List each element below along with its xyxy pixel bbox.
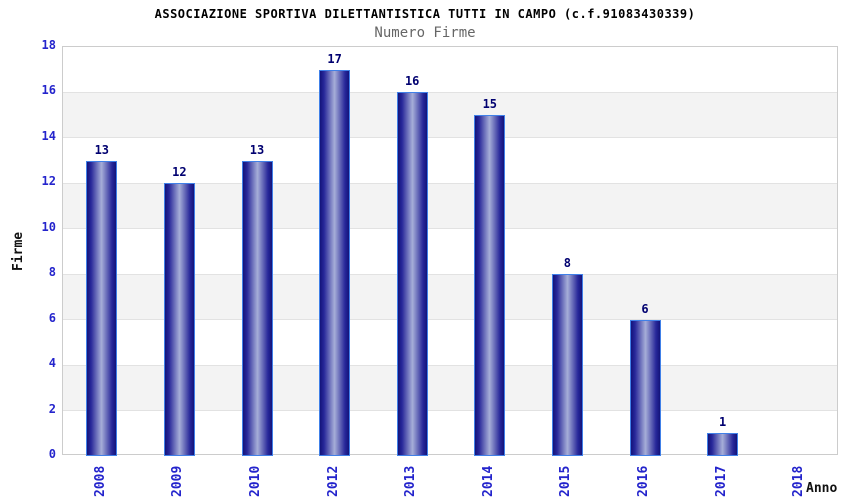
x-tick-label: 2014 (480, 465, 496, 497)
x-tick-label: 2016 (636, 465, 651, 497)
y-tick-label: 0 (48, 447, 56, 461)
bar (707, 433, 739, 456)
bar (474, 115, 506, 456)
grid-band (63, 92, 837, 138)
y-tick-label: 10 (41, 219, 56, 234)
bar (629, 319, 661, 456)
bar (86, 160, 118, 456)
bar-value-label: 17 (327, 51, 342, 66)
x-tick-label: 2012 (325, 465, 341, 497)
y-tick-label: 16 (41, 83, 56, 98)
bar (163, 183, 195, 456)
x-tick-label: 2010 (248, 465, 263, 497)
bar-value-label: 6 (641, 301, 649, 316)
x-tick-label: 2008 (92, 465, 108, 497)
chart-subtitle: Numero Firme (374, 25, 476, 41)
x-tick-label: 2015 (558, 465, 574, 497)
bar-value-label: 16 (404, 74, 420, 89)
x-tick-label: 2017 (713, 465, 729, 497)
y-tick-label: 8 (48, 265, 56, 280)
bar (396, 92, 428, 456)
chart-title: ASSOCIAZIONE SPORTIVA DILETTANTISTICA TU… (154, 7, 696, 21)
bar (241, 160, 273, 456)
bar-value-label: 13 (94, 142, 110, 157)
bar (319, 69, 351, 456)
x-axis-title: Anno (806, 481, 838, 496)
bar-value-label: 1 (718, 415, 727, 430)
bar-value-label: 12 (172, 165, 187, 180)
x-tick-label: 2018 (791, 465, 807, 497)
bar (551, 274, 583, 456)
y-tick-label: 14 (41, 128, 56, 143)
y-tick-label: 12 (41, 174, 56, 189)
y-tick-label: 18 (41, 38, 56, 52)
bar-value-label: 8 (563, 256, 571, 271)
x-tick-label: 2009 (170, 465, 186, 497)
bar-value-label: 15 (482, 97, 498, 112)
x-tick-label: 2013 (403, 465, 419, 497)
bar-value-label: 13 (249, 142, 265, 157)
y-tick-label: 4 (48, 356, 56, 371)
y-tick-label: 2 (48, 401, 56, 416)
plot-area: 13 12 13 17 16 15 8 6 1 (62, 46, 838, 456)
y-tick-label: 6 (48, 310, 56, 325)
